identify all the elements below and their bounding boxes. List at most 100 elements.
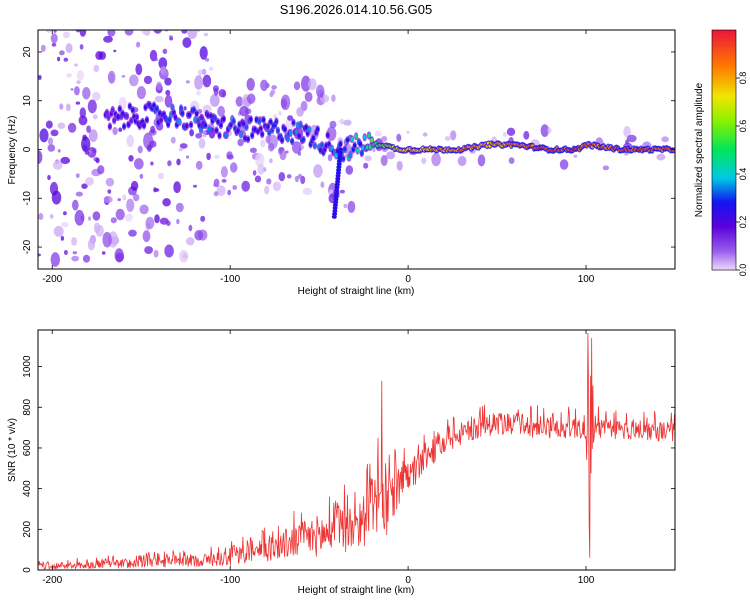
ridge-core (266, 124, 270, 129)
colorbar-segment (712, 148, 736, 151)
colorbar-segment (712, 42, 736, 45)
noise-blob (331, 94, 336, 102)
noise-blob (57, 56, 61, 62)
ridge-core (185, 123, 189, 129)
noise-blob (268, 142, 275, 152)
ridge-core (106, 115, 111, 120)
colorbar-segment (712, 188, 736, 191)
noise-blob (264, 185, 270, 195)
colorbar-segment (712, 234, 736, 237)
noise-blob (60, 156, 71, 165)
noise-blob (176, 158, 181, 166)
noise-blob (87, 99, 97, 114)
noise-blob (153, 249, 159, 258)
spectrogram-x-ticks: -200 -100 0 100 (42, 30, 595, 285)
noise-blob (87, 238, 95, 251)
ridge-core (145, 117, 149, 123)
ridge-core (313, 143, 317, 148)
noise-blob (195, 160, 203, 170)
ridge-core (291, 120, 296, 125)
noise-blob (92, 91, 101, 101)
noise-blob (139, 173, 144, 179)
noise-blob (320, 181, 325, 188)
colorbar-segment (712, 36, 736, 39)
ridge-core (122, 124, 126, 129)
noise-blob (145, 216, 155, 230)
noise-blob (308, 78, 317, 91)
noise-blob (200, 215, 206, 222)
colorbar-segment (712, 122, 736, 125)
noise-blob (269, 158, 273, 164)
colorbar-segment (712, 240, 736, 243)
noise-blob (128, 155, 134, 162)
colorbar-segment (712, 150, 736, 153)
y-tick-label: -10 (22, 191, 33, 206)
colorbar-segment (712, 30, 736, 33)
colorbar-segment (712, 132, 736, 135)
colorbar-segment (712, 178, 736, 181)
noise-blob (107, 189, 112, 194)
ridge-core (320, 142, 324, 148)
noise-blob (52, 160, 63, 170)
colorbar-tick-label: 0.4 (738, 168, 748, 181)
colorbar-segment (712, 196, 736, 199)
noise-blob (278, 110, 282, 116)
noise-blob (59, 50, 65, 56)
colorbar-tick-label: 0.0 (738, 264, 748, 277)
colorbar-segment (712, 204, 736, 207)
noise-blob (213, 178, 220, 188)
noise-blob (540, 124, 549, 137)
spectrogram-y-label: Frequency (Hz) (7, 116, 18, 185)
noise-blob (164, 77, 172, 86)
ridge-core (215, 128, 219, 133)
descending-feature (334, 188, 340, 193)
colorbar-segment (712, 80, 736, 83)
y-tick-label: 0 (22, 146, 33, 152)
ridge-core (311, 135, 315, 141)
noise-blob (150, 125, 156, 134)
noise-blob (209, 93, 220, 107)
noise-blob (176, 22, 180, 28)
noise-blob (185, 80, 190, 84)
colorbar-segment (712, 44, 736, 47)
noise-blob (165, 89, 171, 96)
ridge-core (207, 127, 212, 132)
ridge-core (216, 119, 220, 125)
descending-feature (338, 147, 343, 152)
ridge-core (257, 119, 261, 124)
noise-blob (59, 103, 64, 110)
ridge-core (259, 126, 263, 131)
noise-blob (422, 132, 428, 137)
ridge-core (239, 132, 243, 137)
colorbar-gradient (712, 30, 736, 271)
noise-blob (176, 218, 180, 225)
colorbar-segment (712, 108, 736, 111)
figure-title: S196.2026.014.10.56.G05 (280, 2, 433, 17)
noise-blob (79, 44, 84, 50)
noise-blob (107, 70, 116, 84)
noise-blob (450, 130, 457, 141)
descending-feature (333, 194, 339, 199)
colorbar-segment (712, 34, 736, 37)
noise-blob (345, 165, 354, 175)
y-tick-label: 800 (22, 399, 33, 416)
noise-blob (232, 185, 237, 190)
noise-blob (203, 32, 209, 37)
noise-blob (154, 57, 158, 62)
descending-feature (335, 176, 341, 181)
colorbar-segment (712, 170, 736, 173)
colorbar-segment (712, 218, 736, 221)
ridge-core (350, 136, 354, 142)
noise-blob (265, 82, 270, 89)
ridge-core (195, 111, 199, 117)
colorbar-segment (712, 212, 736, 215)
descending-feature (336, 165, 342, 170)
descending-feature (335, 170, 341, 175)
noise-blob (272, 181, 281, 192)
colorbar-ticks: 0.0 0.2 0.4 0.6 0.8 (736, 72, 748, 277)
noise-blob (45, 30, 52, 33)
descending-feature (332, 209, 338, 213)
descending-feature (337, 150, 343, 155)
y-tick-label: 10 (22, 95, 33, 107)
ridge-core (180, 111, 185, 116)
